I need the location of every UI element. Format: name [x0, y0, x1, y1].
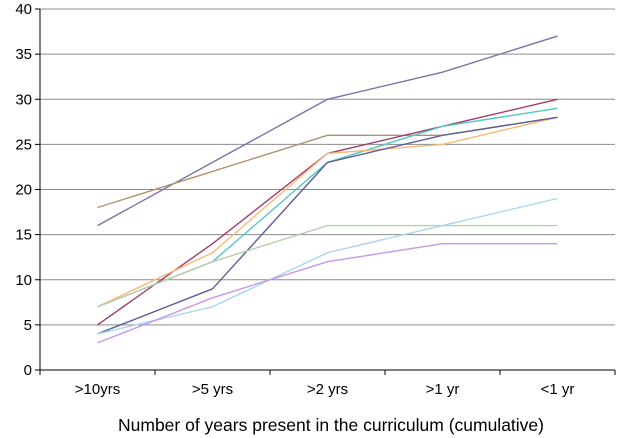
series-line-8	[97, 197, 558, 335]
series-lines	[97, 35, 558, 344]
x-tick-label: >2 yrs	[307, 381, 348, 398]
y-tick-label: 20	[15, 182, 32, 199]
series-line-9	[97, 242, 558, 344]
y-tick-label: 25	[15, 136, 32, 153]
gridlines	[40, 8, 615, 326]
series-line-6	[97, 116, 558, 335]
y-tick-label: 35	[15, 46, 32, 63]
y-tick-label: 0	[24, 362, 32, 379]
y-tick-label: 10	[15, 272, 32, 289]
x-tick-label: >1 yr	[426, 381, 460, 398]
series-line-1	[97, 35, 558, 227]
x-tick-labels: >10yrs >5 yrs >2 yrs >1 yr <1 yr	[75, 381, 575, 398]
x-tick-label: <1 yr	[541, 381, 575, 398]
y-tick-label: 15	[15, 227, 32, 244]
y-tick-label: 30	[15, 91, 32, 108]
y-tick-label: 40	[15, 1, 32, 18]
x-axis-title: Number of years present in the curriculu…	[118, 415, 544, 435]
x-tick-label: >10yrs	[75, 381, 120, 398]
series-line-7	[97, 224, 558, 308]
x-tick-label: >5 yrs	[192, 381, 233, 398]
y-tick-label: 5	[24, 317, 32, 334]
axes	[35, 8, 616, 375]
series-line-5	[97, 116, 558, 308]
y-tick-labels: 0 5 10 15 20 25 30 35 40	[15, 1, 32, 379]
